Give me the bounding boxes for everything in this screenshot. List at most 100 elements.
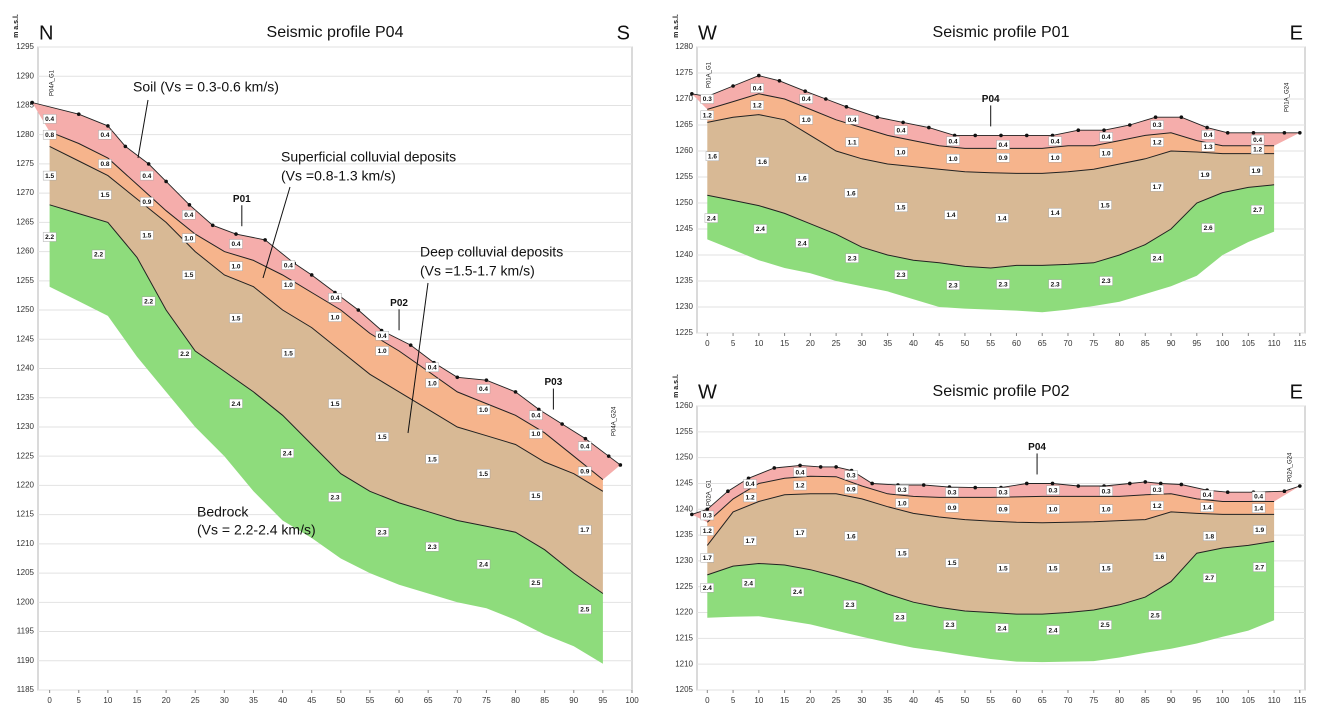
geophone-point: [310, 273, 314, 277]
velocity-label: 2.5: [1151, 612, 1160, 619]
velocity-label: 0.4: [1254, 494, 1263, 501]
velocity-label: 2.4: [798, 240, 807, 247]
x-tick-label: 15: [780, 696, 789, 705]
x-tick-label: 5: [731, 339, 736, 348]
x-tick-label: 95: [598, 696, 607, 705]
geophone-point: [455, 375, 459, 379]
chart-title: Seismic profile P02: [933, 383, 1070, 400]
velocity-label: 1.6: [847, 533, 856, 540]
velocity-label: 2.3: [378, 529, 387, 536]
geophone-point: [1128, 123, 1132, 127]
velocity-label: 1.6: [708, 153, 717, 160]
velocity-label: 0.3: [999, 489, 1008, 496]
x-tick-label: 100: [1216, 339, 1230, 348]
y-tick-label: 1245: [675, 479, 693, 488]
velocity-label: 0.4: [580, 443, 589, 450]
geophone-point: [870, 482, 874, 486]
x-tick-label: 95: [1192, 696, 1201, 705]
velocity-label: 2.4: [998, 625, 1007, 632]
velocity-label: 2.2: [45, 234, 54, 241]
geophone-point: [1180, 483, 1184, 487]
x-tick-label: 115: [1293, 696, 1306, 705]
geophone-point: [757, 74, 761, 78]
velocity-label: 1.0: [284, 282, 293, 289]
x-tick-label: 60: [1012, 339, 1021, 348]
velocity-label: 0.4: [1204, 132, 1213, 139]
x-tick-label: 5: [77, 696, 82, 705]
geophone-label: P04A_G24: [612, 406, 618, 436]
figure: 1185119011951200120512101215122012251230…: [0, 0, 1317, 728]
geophone-point: [584, 437, 588, 441]
geophone-point: [263, 238, 267, 242]
velocity-label: 1.2: [1253, 147, 1262, 154]
velocity-label: 1.7: [580, 527, 589, 534]
layer-annotation: (Vs = 2.2-2.4 km/s): [197, 522, 316, 538]
x-tick-label: 35: [883, 339, 892, 348]
y-tick-label: 1240: [675, 250, 693, 259]
velocity-label: 1.5: [428, 456, 437, 463]
x-tick-label: 85: [1141, 339, 1150, 348]
velocity-label: 0.3: [703, 96, 712, 103]
velocity-label: 1.0: [184, 235, 193, 242]
velocity-label: 1.2: [796, 483, 805, 490]
x-tick-label: 50: [960, 696, 969, 705]
x-tick-label: 50: [960, 339, 969, 348]
geophone-point: [1051, 482, 1055, 486]
direction-label: E: [1290, 22, 1303, 44]
velocity-label: 0.4: [284, 262, 293, 269]
velocity-label: 0.3: [1153, 487, 1162, 494]
velocity-label: 2.3: [428, 544, 437, 551]
velocity-label: 1.5: [898, 550, 907, 557]
geophone-point: [1180, 115, 1184, 119]
velocity-label: 1.6: [758, 159, 767, 166]
velocity-label: 1.0: [330, 314, 339, 321]
velocity-label: 2.4: [1153, 255, 1162, 262]
velocity-label: 1.0: [949, 156, 958, 163]
y-tick-label: 1265: [16, 217, 34, 226]
x-tick-label: 0: [705, 696, 710, 705]
velocity-label: 0.9: [580, 469, 589, 476]
velocity-label: 1.0: [479, 407, 488, 414]
geophone-point: [803, 89, 807, 93]
geophone-label: P02A_G24: [1288, 452, 1294, 482]
velocity-label: 1.0: [531, 431, 540, 438]
geophone-point: [1298, 484, 1302, 488]
velocity-label: 1.4: [1203, 504, 1212, 511]
x-tick-label: 15: [133, 696, 142, 705]
x-tick-label: 20: [806, 696, 815, 705]
geophone-point: [1076, 484, 1080, 488]
geophone-point: [106, 124, 110, 128]
velocity-label: 2.4: [703, 585, 712, 592]
velocity-label: 2.3: [895, 614, 904, 621]
geophone-point: [1025, 134, 1029, 138]
velocity-label: 2.5: [1101, 622, 1110, 629]
geophone-point: [731, 84, 735, 88]
station-label: P04: [1028, 442, 1046, 453]
y-tick-label: 1225: [16, 451, 34, 460]
velocity-label: 0.9: [847, 486, 856, 493]
velocity-label: 2.6: [1204, 225, 1213, 232]
x-tick-label: 55: [365, 696, 374, 705]
x-tick-label: 30: [857, 339, 866, 348]
x-tick-label: 25: [191, 696, 200, 705]
velocity-label: 0.4: [184, 212, 193, 219]
velocity-label: 2.2: [144, 298, 153, 305]
y-tick-label: 1240: [16, 364, 34, 373]
velocity-label: 0.4: [949, 138, 958, 145]
geophone-point: [922, 483, 926, 487]
geophone-point: [927, 126, 931, 130]
geophone-point: [485, 378, 489, 382]
x-tick-label: 10: [754, 339, 763, 348]
velocity-label: 0.4: [45, 116, 54, 123]
velocity-label: 1.6: [1155, 554, 1164, 561]
y-tick-label: 1255: [16, 276, 34, 285]
x-tick-label: 75: [1089, 339, 1098, 348]
y-tick-label: 1185: [17, 685, 35, 694]
velocity-label: 2.2: [94, 252, 103, 259]
x-tick-label: 35: [883, 696, 892, 705]
velocity-label: 0.4: [897, 127, 906, 134]
velocity-label: 0.4: [999, 142, 1008, 149]
velocity-label: 0.9: [142, 199, 151, 206]
velocity-label: 1.4: [1254, 505, 1263, 512]
geophone-point: [901, 121, 905, 125]
